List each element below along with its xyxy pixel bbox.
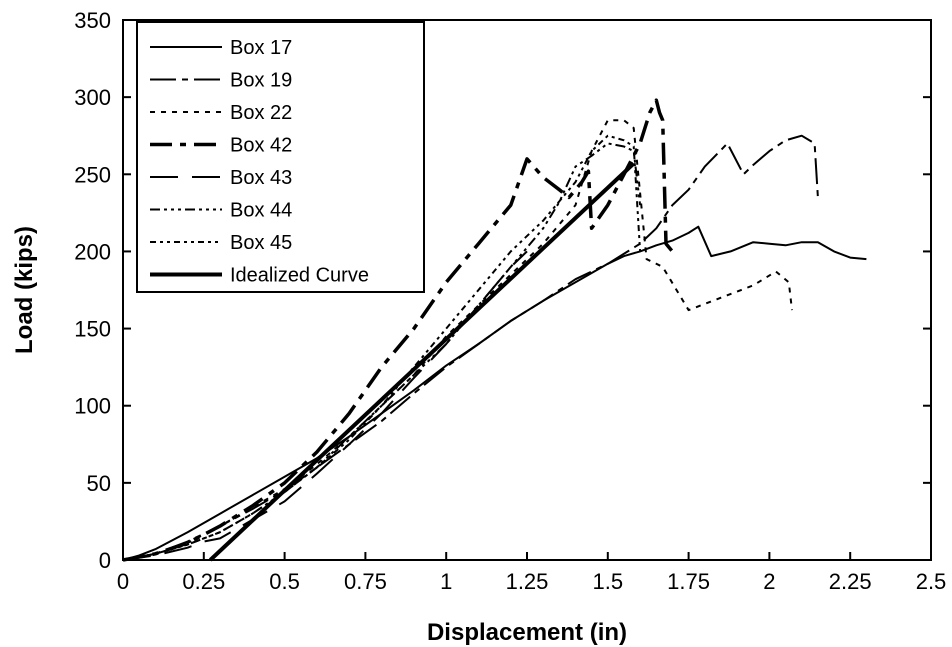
legend: Box 17 Box 19 Box 22 Box 42 Box 43 Box 44 Box … bbox=[136, 21, 425, 293]
y-axis: 0 50 100 150 200 250 300 350 bbox=[74, 8, 931, 573]
legend-label-box-43: Box 43 bbox=[230, 167, 292, 189]
x-tick-label: 2 bbox=[763, 569, 775, 594]
x-tick-label: 1 bbox=[440, 569, 452, 594]
legend-label-box-17: Box 17 bbox=[230, 37, 292, 59]
y-tick-label: 150 bbox=[74, 317, 111, 342]
y-tick-label: 0 bbox=[99, 548, 111, 573]
y-axis-label: Load (kips) bbox=[11, 226, 38, 354]
x-tick-label: 0.25 bbox=[182, 569, 225, 594]
series-line-box-19 bbox=[122, 134, 819, 561]
x-tick-label: 2.25 bbox=[829, 569, 872, 594]
series-line-idealized-curve bbox=[208, 162, 636, 562]
x-tick-label: 1.75 bbox=[667, 569, 710, 594]
y-tick-label: 300 bbox=[74, 85, 111, 110]
x-axis-label: Displacement (in) bbox=[427, 619, 627, 646]
series-line-box-22 bbox=[122, 119, 793, 561]
legend-label-box-22: Box 22 bbox=[230, 102, 292, 124]
x-tick-label: 1.25 bbox=[506, 569, 549, 594]
y-tick-label: 200 bbox=[74, 239, 111, 264]
y-tick-label: 350 bbox=[74, 8, 111, 33]
y-tick-label: 50 bbox=[87, 471, 111, 496]
x-tick-label: 0.75 bbox=[344, 569, 387, 594]
legend-box bbox=[136, 21, 425, 293]
series-line-box-42 bbox=[122, 98, 674, 562]
legend-label-idealized-curve: Idealized Curve bbox=[230, 265, 369, 287]
legend-label-box-19: Box 19 bbox=[230, 70, 292, 92]
legend-label-box-42: Box 42 bbox=[230, 135, 292, 157]
x-axis: 0 0.25 0.5 0.75 1 1.25 1.5 1.75 2 2.25 2.5 bbox=[117, 552, 946, 594]
x-tick-label: 2.5 bbox=[916, 569, 947, 594]
y-tick-label: 100 bbox=[74, 394, 111, 419]
x-tick-label: 0 bbox=[117, 569, 129, 594]
series-line-box-45 bbox=[122, 134, 642, 561]
x-tick-label: 1.5 bbox=[593, 569, 624, 594]
series-layer bbox=[122, 98, 867, 562]
legend-label-box-44: Box 44 bbox=[230, 200, 292, 222]
y-tick-label: 250 bbox=[74, 162, 111, 187]
x-tick-label: 0.5 bbox=[269, 569, 300, 594]
legend-label-box-45: Box 45 bbox=[230, 232, 292, 254]
